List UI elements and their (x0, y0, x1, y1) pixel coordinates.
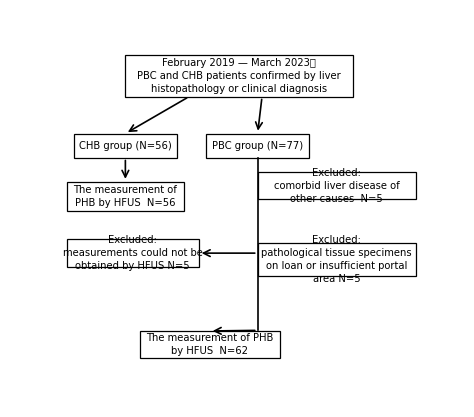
Text: Excluded:
pathological tissue specimens
on loan or insufficient portal
area N=5: Excluded: pathological tissue specimens … (261, 235, 412, 284)
Text: PBC group (N=77): PBC group (N=77) (212, 141, 303, 151)
FancyBboxPatch shape (258, 172, 416, 199)
FancyBboxPatch shape (206, 133, 309, 158)
FancyBboxPatch shape (125, 55, 353, 97)
Text: The measurement of
PHB by HFUS  N=56: The measurement of PHB by HFUS N=56 (73, 185, 177, 208)
Text: February 2019 — March 2023：
PBC and CHB patients confirmed by liver
histopatholo: February 2019 — March 2023： PBC and CHB … (137, 58, 341, 94)
FancyBboxPatch shape (258, 243, 416, 276)
Text: CHB group (N=56): CHB group (N=56) (79, 141, 172, 151)
FancyBboxPatch shape (74, 133, 177, 158)
FancyBboxPatch shape (66, 239, 199, 267)
FancyBboxPatch shape (66, 182, 184, 211)
Text: The measurement of PHB
by HFUS  N=62: The measurement of PHB by HFUS N=62 (146, 333, 273, 356)
FancyBboxPatch shape (140, 331, 280, 358)
Text: Excluded:
comorbid liver disease of
other causes  N=5: Excluded: comorbid liver disease of othe… (273, 168, 400, 204)
Text: Excluded:
measurements could not be
obtained by HFUS N=5: Excluded: measurements could not be obta… (63, 235, 203, 271)
